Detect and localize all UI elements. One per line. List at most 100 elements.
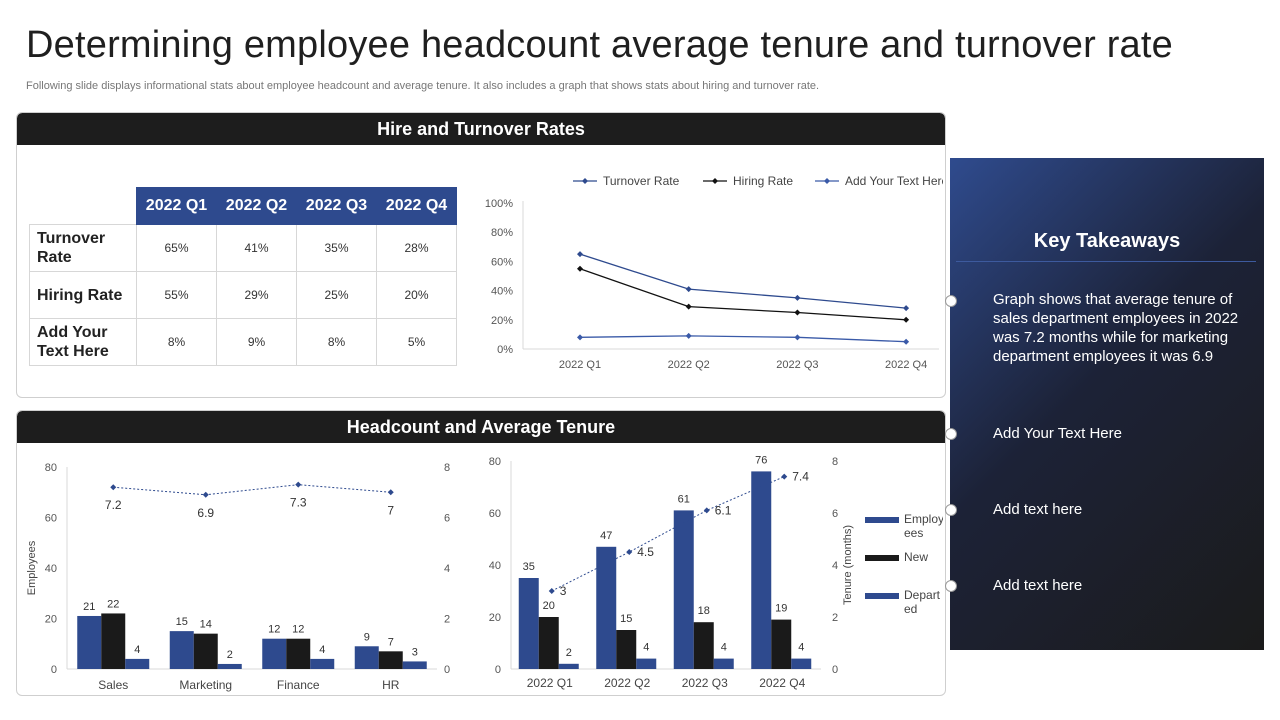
- bar: [673, 510, 694, 669]
- bar: [538, 617, 559, 669]
- x-tick-label: 2022 Q4: [885, 359, 927, 371]
- y2-tick-label: 8: [444, 462, 450, 474]
- rates-table: 2022 Q1 2022 Q2 2022 Q3 2022 Q4 Turnover…: [29, 187, 457, 366]
- bar: [286, 638, 311, 669]
- page-title: Determining employee headcount average t…: [26, 24, 1173, 66]
- row-label: Turnover Rate: [29, 224, 137, 272]
- y-tick-label: 40%: [491, 286, 513, 298]
- table-row: Add Your Text Here 8% 9% 8% 5%: [29, 318, 457, 366]
- rates-table-header-row: 2022 Q1 2022 Q2 2022 Q3 2022 Q4: [30, 187, 457, 225]
- y-tick-label: 20: [45, 614, 57, 626]
- tenure-point: [703, 507, 710, 514]
- legend-swatch: [865, 555, 899, 561]
- bar-data-label: 21: [83, 601, 95, 613]
- bar: [402, 661, 427, 669]
- data-point: [577, 334, 583, 341]
- tenure-data-label: 6.1: [715, 503, 732, 517]
- data-point: [685, 286, 692, 293]
- table-cell: 25%: [296, 271, 377, 319]
- data-point: [577, 251, 583, 258]
- data-point: [794, 294, 801, 301]
- bar: [791, 658, 812, 669]
- y-tick-label: 20%: [491, 315, 513, 327]
- y2-tick-label: 0: [832, 664, 838, 676]
- takeaway-text: Add Your Text Here: [993, 425, 1122, 442]
- bar: [771, 619, 792, 669]
- data-point: [903, 316, 910, 323]
- y-tick-label: 20: [489, 612, 501, 624]
- bar-data-label: 22: [107, 598, 119, 610]
- bar: [616, 630, 637, 669]
- y2-axis-label: Tenure (months): [842, 525, 854, 605]
- y2-tick-label: 6: [444, 513, 450, 525]
- bullet-dot-icon: [945, 428, 957, 440]
- bar: [125, 658, 150, 669]
- bar: [193, 633, 218, 669]
- y-tick-label: 80: [489, 456, 501, 468]
- bar: [101, 613, 126, 669]
- tenure-point: [626, 549, 633, 555]
- rates-col-header: 2022 Q3: [296, 187, 377, 225]
- data-point: [903, 305, 910, 312]
- key-takeaways-title: Key Takeaways: [1033, 230, 1181, 252]
- x-tick-label: Finance: [277, 678, 320, 692]
- row-label-line: Rate: [37, 249, 72, 266]
- table-row: Hiring Rate 55% 29% 25% 20%: [29, 271, 457, 319]
- table-cell: 65%: [136, 224, 217, 272]
- takeaway-item: Add Your Text Here: [945, 424, 1255, 443]
- bar-data-label: 18: [698, 605, 710, 617]
- tenure-point: [387, 489, 394, 496]
- legend-swatch: [865, 517, 899, 523]
- bar-data-label: 15: [620, 613, 632, 625]
- headcount-panel: Headcount and Average Tenure 0 20 40 60 80 0 2…: [16, 410, 946, 696]
- y-tick-label: 60: [45, 513, 57, 525]
- y-tick-label: 0: [495, 664, 501, 676]
- bar-data-label: 61: [678, 493, 690, 505]
- bar-data-label: 2: [566, 647, 572, 659]
- bar: [713, 658, 734, 669]
- data-point: [685, 332, 692, 339]
- bar: [693, 622, 714, 669]
- y-tick-label: 100%: [485, 198, 513, 210]
- bar: [354, 646, 379, 669]
- bar: [217, 663, 242, 669]
- data-point: [903, 338, 910, 345]
- bar-data-label: 12: [268, 624, 280, 636]
- y2-tick-label: 4: [832, 560, 838, 572]
- bar-data-label: 14: [200, 619, 212, 631]
- bar: [518, 578, 539, 669]
- takeaway-item: Add text here: [945, 500, 1255, 519]
- bar-data-label: 4: [798, 642, 804, 654]
- row-label-line: Turnover: [37, 230, 106, 247]
- table-cell: 20%: [376, 271, 457, 319]
- legend-label-part: ees: [904, 526, 923, 540]
- row-label-line: Text Here: [37, 343, 109, 360]
- bar: [77, 615, 102, 669]
- tenure-data-label: 6.9: [197, 506, 214, 520]
- y-tick-label: 40: [45, 563, 57, 575]
- table-cell: 55%: [136, 271, 217, 319]
- x-tick-label: 2022 Q3: [776, 359, 818, 371]
- bar-data-label: 76: [755, 454, 767, 466]
- bar-data-label: 15: [176, 616, 188, 628]
- table-cell: 41%: [216, 224, 297, 272]
- legend-label: New: [904, 550, 928, 564]
- y2-tick-label: 4: [444, 563, 450, 575]
- legend-marker: [712, 178, 718, 184]
- tenure-data-label: 3: [560, 584, 567, 598]
- y-tick-label: 80: [45, 462, 57, 474]
- y-tick-label: 0: [51, 664, 57, 676]
- rates-col-header: 2022 Q2: [216, 187, 297, 225]
- bar-data-label: 19: [775, 603, 787, 615]
- bar-data-label: 47: [600, 530, 612, 542]
- tenure-line: [113, 484, 391, 496]
- x-tick-label: Sales: [98, 678, 128, 692]
- quarterly-headcount-chart: 0 20 40 60 80 0 2 4 6 8 Tenure (months) 35 20 2 2022 Q…: [489, 454, 943, 690]
- table-cell: 8%: [296, 318, 377, 366]
- y2-tick-label: 2: [832, 612, 838, 624]
- y2-tick-label: 8: [832, 456, 838, 468]
- y2-tick-label: 2: [444, 614, 450, 626]
- legend-label-part: Depart: [904, 588, 941, 602]
- bar: [636, 658, 657, 669]
- bar-data-label: 9: [364, 631, 370, 643]
